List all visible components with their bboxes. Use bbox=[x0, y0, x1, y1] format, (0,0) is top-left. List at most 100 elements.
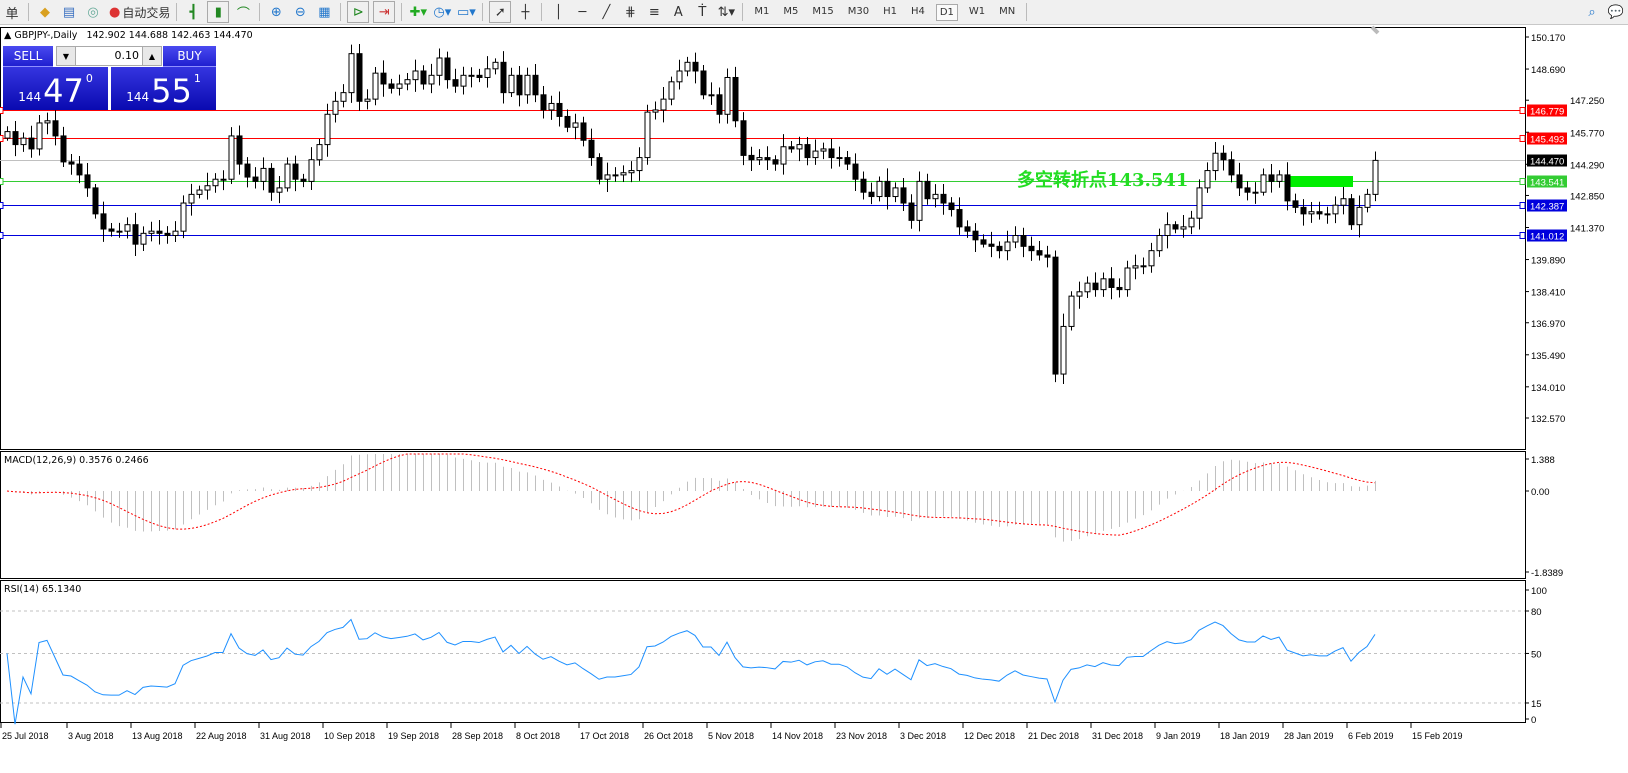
candlestick-icon[interactable]: ▮ bbox=[207, 1, 230, 23]
timeframe-h1[interactable]: H1 bbox=[883, 5, 897, 17]
candle-body bbox=[12, 131, 19, 146]
timeframe-h4[interactable]: H4 bbox=[910, 5, 925, 17]
date-label: 25 Jul 2018 bbox=[2, 731, 49, 741]
price-level-label: 145.493 bbox=[1530, 135, 1564, 146]
arrows-icon[interactable]: ⇅▾ bbox=[717, 4, 736, 20]
candle-body bbox=[1108, 278, 1115, 288]
candle-body bbox=[1340, 198, 1347, 206]
fibo-lines-icon[interactable]: ≡ bbox=[648, 4, 660, 20]
zoom-out-icon[interactable]: ⊖ bbox=[294, 4, 306, 20]
lot-decrease-button[interactable]: ▼ bbox=[62, 51, 70, 61]
timeframe-m15[interactable]: M15 bbox=[812, 5, 834, 17]
candle-body bbox=[724, 76, 731, 115]
pivot-zone-box bbox=[1290, 176, 1353, 187]
candle-body bbox=[1124, 267, 1131, 291]
candle-body bbox=[1020, 235, 1027, 247]
price-level-badge bbox=[1527, 132, 1567, 145]
candle-body bbox=[364, 98, 371, 102]
price-tick-label: 141.370 bbox=[1570, 224, 1604, 235]
candle-body bbox=[604, 174, 611, 180]
candle-body bbox=[396, 83, 403, 89]
auto-trade-button[interactable]: ● 自动交易 bbox=[109, 2, 170, 22]
candle-body bbox=[1172, 224, 1179, 230]
fibonacci-icon[interactable]: ⋕ bbox=[624, 4, 636, 20]
lot-increase-button[interactable]: ▲ bbox=[148, 51, 156, 61]
candle-body bbox=[1316, 211, 1323, 215]
timeframe-m1[interactable]: M1 bbox=[754, 5, 770, 17]
candle-body bbox=[412, 70, 419, 81]
candle-body bbox=[324, 113, 331, 146]
date-label: 18 Jan 2019 bbox=[1220, 731, 1270, 741]
line-chart-icon[interactable]: ⌒ bbox=[236, 6, 250, 22]
tile-windows-icon[interactable]: ▦ bbox=[318, 4, 331, 20]
macd-pane-frame bbox=[0, 451, 1526, 579]
sell-price[interactable]: 144 47 0 bbox=[3, 67, 108, 110]
symbol-label: GBPJPY-,Daily bbox=[14, 30, 78, 41]
timeframe-d1[interactable]: D1 bbox=[935, 3, 958, 21]
one-click-trading-panel: SELL ▼ 0.10 ▲ BUY 144 47 0 144 55 1 bbox=[3, 46, 216, 110]
text-label-icon[interactable]: Ṫ bbox=[698, 4, 707, 20]
search-icon[interactable]: ⌕ bbox=[1588, 4, 1596, 20]
candle-body bbox=[20, 137, 27, 146]
zoom-in-icon[interactable]: ⊕ bbox=[270, 4, 282, 20]
candle-body bbox=[1116, 286, 1123, 291]
menu-label[interactable]: 单 bbox=[5, 6, 19, 22]
candle-body bbox=[660, 98, 667, 111]
candle-body bbox=[716, 94, 723, 115]
candle-body bbox=[1004, 241, 1011, 252]
collapse-icon[interactable]: ▲ bbox=[4, 30, 12, 41]
templates-icon[interactable]: ▭▾ bbox=[456, 4, 476, 20]
candle-body bbox=[428, 74, 435, 85]
candle-body bbox=[84, 174, 91, 189]
horizontal-line-icon[interactable]: ─ bbox=[578, 4, 587, 20]
candle-body bbox=[28, 137, 35, 150]
price-level-label: 141.012 bbox=[1530, 232, 1564, 243]
vertical-line-icon[interactable]: │ bbox=[554, 4, 563, 20]
candle-body bbox=[68, 161, 75, 165]
cursor-icon[interactable]: ➚ bbox=[489, 1, 512, 23]
chat-icon[interactable]: 💬 bbox=[1607, 4, 1625, 20]
crosshair-icon[interactable]: ┼ bbox=[521, 4, 530, 20]
sell-button[interactable]: SELL bbox=[3, 46, 53, 67]
rsi-line bbox=[6, 618, 1376, 725]
candle-body bbox=[204, 185, 211, 191]
timeframe-mn[interactable]: MN bbox=[999, 5, 1016, 17]
candle-body bbox=[420, 70, 427, 85]
new-order-icon[interactable]: ✚▾ bbox=[409, 4, 428, 20]
market-watch-icon[interactable]: ▤ bbox=[62, 4, 76, 20]
macd-tick-label: 1.388 bbox=[1531, 455, 1555, 466]
bar-chart-icon[interactable]: ┫ bbox=[189, 4, 198, 20]
trendline-icon[interactable]: ╱ bbox=[602, 4, 611, 20]
candle-body bbox=[948, 202, 955, 211]
candle-body bbox=[116, 230, 123, 233]
chart-shift-icon[interactable]: ⊳ bbox=[347, 1, 370, 23]
chart-title: ▲ GBPJPY-,Daily 142.902 144.688 142.463 … bbox=[4, 30, 253, 41]
buy-price[interactable]: 144 55 1 bbox=[111, 67, 216, 110]
text-icon[interactable]: A bbox=[673, 4, 683, 20]
pivot-annotation[interactable]: 多空转折点143.541 bbox=[1017, 170, 1189, 191]
timeframe-m5[interactable]: M5 bbox=[783, 5, 799, 17]
candle-body bbox=[852, 163, 859, 180]
buy-button[interactable]: BUY bbox=[163, 46, 216, 67]
candle-body bbox=[340, 92, 347, 102]
candle-body bbox=[356, 53, 363, 102]
candle-body bbox=[1092, 282, 1099, 291]
candle-body bbox=[1100, 278, 1107, 291]
candle-body bbox=[908, 202, 915, 221]
autoscroll-icon[interactable]: ⇥ bbox=[373, 1, 396, 23]
profiles-icon[interactable]: ◆ bbox=[40, 4, 50, 20]
periods-icon[interactable]: ◷▾ bbox=[433, 4, 452, 20]
timeframe-m30[interactable]: M30 bbox=[847, 5, 870, 17]
candle-body bbox=[1204, 170, 1211, 189]
lot-size-input[interactable]: 0.10 bbox=[75, 47, 143, 65]
candle-body bbox=[132, 224, 139, 245]
candle-body bbox=[1196, 187, 1203, 219]
date-label: 6 Feb 2019 bbox=[1348, 731, 1394, 741]
candle-body bbox=[60, 135, 67, 163]
candle-body bbox=[740, 120, 747, 156]
signals-icon[interactable]: ◎ bbox=[87, 4, 99, 20]
candle-body bbox=[1212, 152, 1219, 172]
timeframe-w1[interactable]: W1 bbox=[968, 5, 986, 17]
candle-body bbox=[108, 228, 115, 232]
